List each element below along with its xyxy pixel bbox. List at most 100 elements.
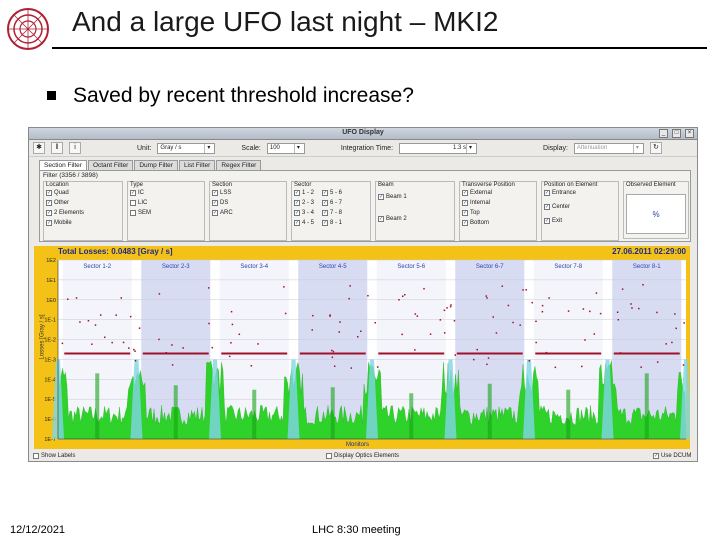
footer-meeting: LHC 8:30 meeting	[312, 524, 401, 536]
checkbox-label: Exit	[552, 218, 563, 224]
checkbox-sector-6-7[interactable]: ✓ 6 - 7	[320, 198, 342, 208]
chevron-down-icon: ▾	[204, 143, 212, 153]
threshold-point	[476, 348, 479, 351]
tab-dump-filter[interactable]: Dump Filter	[134, 160, 178, 170]
checkbox-beam-1[interactable]: ✓ Beam 1	[376, 192, 454, 202]
threshold-point	[182, 347, 184, 349]
threshold-point	[501, 285, 504, 287]
unit-select[interactable]: Gray / s ▾	[157, 142, 216, 154]
threshold-point	[339, 321, 341, 323]
checkbox-checked-icon: ✓	[294, 220, 300, 226]
integration-time-select[interactable]: 1.3 s ▾	[399, 142, 478, 154]
threshold-point	[640, 366, 642, 368]
ufo-display-window: UFO Display _ □ × ✱ ‖ i Unit: Gray / s ▾ …	[28, 127, 698, 462]
threshold-point	[128, 347, 130, 349]
threshold-point	[683, 322, 685, 324]
tab-regex-filter[interactable]: Regex Filter	[216, 160, 262, 170]
y-tick-label: 1E0	[46, 298, 56, 304]
threshold-point	[486, 297, 488, 299]
checkbox-use-dcum[interactable]: ✓ Use DCUM	[651, 451, 691, 460]
checkbox-ic[interactable]: ✓ IC	[128, 188, 204, 198]
threshold-point	[165, 351, 168, 354]
threshold-point	[593, 333, 596, 335]
checkbox-sector-3-4[interactable]: ✓ 3 - 4	[292, 208, 314, 218]
checkbox-lic[interactable]: LIC	[128, 198, 204, 208]
threshold-point	[414, 349, 416, 351]
checkbox-display-optics[interactable]: Display Optics Elements	[324, 451, 399, 460]
threshold-point	[99, 314, 102, 316]
checkbox-unchecked-icon	[33, 452, 39, 459]
tab-section-filter[interactable]: Section Filter	[39, 160, 87, 170]
checkbox-lss[interactable]: ✓ LSS	[210, 188, 286, 198]
checkbox-other[interactable]: ✓ Other	[44, 198, 122, 208]
settings-icon[interactable]: ✱	[33, 142, 45, 154]
threshold-point	[122, 341, 125, 344]
checkbox-sector-8-1[interactable]: ✓ 8 - 1	[320, 218, 342, 228]
checkbox-label: Show Labels	[41, 452, 76, 459]
checkbox-sem[interactable]: SEM	[128, 208, 204, 218]
threshold-point	[674, 313, 676, 315]
checkbox-checked-icon: ✓	[212, 200, 218, 206]
display-select[interactable]: Attenuation ▾	[573, 142, 644, 154]
checkbox-sector-4-5[interactable]: ✓ 4 - 5	[292, 218, 314, 228]
checkbox-bottom[interactable]: ✓ Bottom	[460, 218, 536, 228]
checkbox-mobile[interactable]: ✓ Mobile	[44, 218, 122, 228]
observed-element-value[interactable]: %	[626, 194, 686, 234]
chevron-down-icon: ▾	[293, 143, 302, 153]
threshold-point	[541, 310, 544, 313]
maximize-icon[interactable]: □	[672, 129, 681, 138]
threshold-point	[329, 314, 331, 316]
group-title: Beam	[378, 182, 394, 188]
minimize-icon[interactable]: _	[659, 129, 668, 138]
tab-octant-filter[interactable]: Octant Filter	[87, 160, 134, 170]
checkbox-sector-7-8[interactable]: ✓ 7 - 8	[320, 208, 342, 218]
checkbox-sector-5-6[interactable]: ✓ 5 - 6	[320, 188, 342, 198]
threshold-point	[158, 293, 161, 295]
checkbox-checked-icon: ✓	[544, 218, 550, 224]
toolbar: ✱ ‖ i Unit: Gray / s ▾ Scale: 100 ▾ Integr…	[29, 140, 697, 157]
checkbox-label: IC	[138, 190, 144, 196]
checkbox-2-elements[interactable]: ✓ 2 Elements	[44, 208, 122, 218]
checkbox-arc[interactable]: ✓ ARC	[210, 208, 286, 218]
checkbox-internal[interactable]: ✓ Internal	[460, 198, 536, 208]
losses-plot[interactable]: Total Losses: 0.0483 [Gray / s] 27.06.20…	[34, 246, 690, 449]
threshold-point	[348, 297, 350, 300]
pause-icon[interactable]: ‖	[51, 142, 63, 154]
threshold-point	[595, 292, 598, 294]
threshold-point	[589, 310, 591, 313]
checkbox-external[interactable]: ✓ External	[460, 188, 536, 198]
sector-label: Sector 2-3	[162, 264, 190, 270]
checkbox-quad[interactable]: ✓ Quad	[44, 188, 122, 198]
threshold-point	[621, 288, 624, 290]
checkbox-checked-icon: ✓	[544, 204, 550, 210]
checkbox-sector-2-3[interactable]: ✓ 2 - 3	[292, 198, 314, 208]
checkbox-top[interactable]: ✓ Top	[460, 208, 536, 218]
threshold-point	[675, 327, 677, 330]
close-icon[interactable]: ×	[685, 129, 694, 138]
threshold-point	[91, 343, 93, 345]
checkbox-ds[interactable]: ✓ DS	[210, 198, 286, 208]
y-tick-label: 1E2	[46, 258, 56, 264]
threshold-point	[535, 341, 537, 344]
checkbox-label: 8 - 1	[330, 220, 343, 226]
checkbox-checked-icon: ✓	[212, 190, 218, 196]
checkbox-center[interactable]: ✓ Center	[542, 202, 618, 212]
observed-element-group: Observed Element %	[623, 181, 689, 239]
tab-list-filter[interactable]: List Filter	[178, 160, 216, 170]
checkbox-label: 2 Elements	[54, 210, 85, 216]
info-icon[interactable]: i	[69, 142, 81, 154]
refresh-icon[interactable]: ↻	[649, 142, 662, 154]
threshold-point	[360, 330, 362, 332]
threshold-point	[439, 319, 442, 321]
checkbox-label: Beam 2	[386, 216, 407, 222]
scale-select[interactable]: 100 ▾	[266, 142, 305, 154]
threshold-point	[230, 342, 232, 344]
threshold-point	[171, 344, 173, 346]
checkbox-exit[interactable]: ✓ Exit	[542, 216, 618, 226]
checkbox-sector-1-2[interactable]: ✓ 1 - 2	[292, 188, 314, 198]
sector-label: Sector 4-5	[319, 264, 347, 270]
checkbox-entrance[interactable]: ✓ Entrance	[542, 188, 618, 198]
checkbox-beam-2[interactable]: ✓ Beam 2	[376, 214, 454, 224]
threshold-point	[66, 298, 69, 300]
checkbox-show-labels[interactable]: Show Labels	[31, 451, 75, 460]
